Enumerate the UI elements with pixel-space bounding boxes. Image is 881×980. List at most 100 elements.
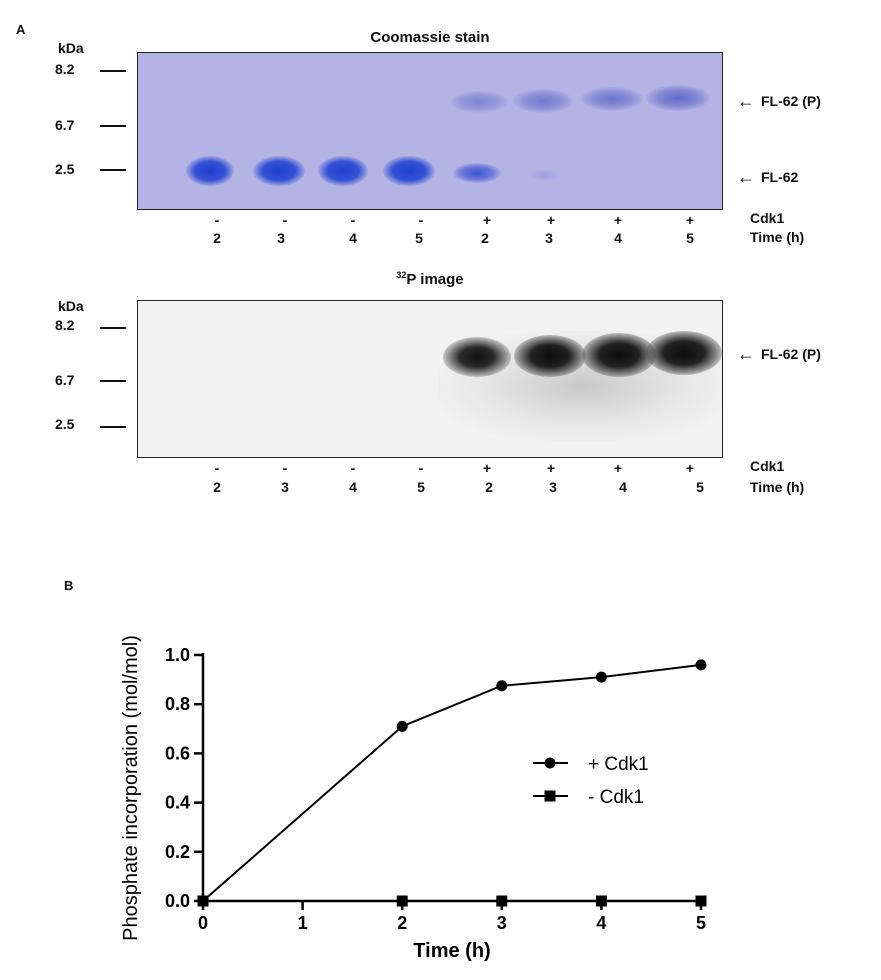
- x-tick-label: 0: [198, 913, 208, 933]
- gel1-label-fl62-p-text: FL-62 (P): [761, 93, 821, 109]
- data-point-square: [695, 895, 707, 907]
- gel2-lane-cdk1: +: [546, 460, 556, 476]
- p32-title-sup: 32: [396, 270, 407, 280]
- gel2-lane-cdk1: +: [685, 460, 695, 476]
- gel1-band-fl62-p: [581, 87, 643, 111]
- data-point-square: [496, 895, 508, 907]
- gel1-marker-tick: [100, 70, 126, 72]
- gel2-lane-cdk1: -: [214, 460, 220, 476]
- gel2-cdk1-row-label: Cdk1: [750, 458, 785, 474]
- gel1-lane-time: 2: [481, 230, 489, 246]
- gel1-lane-cdk1: -: [282, 212, 288, 228]
- gel2-label-fl62-p: ← FL-62 (P): [737, 345, 821, 363]
- gel2-band-fl62-p: [646, 331, 722, 375]
- gel1-band-fl62: [383, 156, 435, 186]
- data-point-circle: [595, 671, 607, 683]
- gel1-lane-time: 5: [415, 230, 423, 246]
- legend-marker-square: [544, 790, 556, 802]
- gel1-lane-time: 3: [277, 230, 285, 246]
- x-tick-label: 1: [298, 913, 308, 933]
- gel2-lane-cdk1: -: [350, 460, 356, 476]
- gel2-time-row-label: Time (h): [750, 479, 805, 495]
- x-tick-label: 2: [397, 913, 407, 933]
- p32-title: 32P image: [137, 270, 723, 288]
- gel2-marker-8.2: 8.2: [55, 317, 75, 333]
- x-tick-label: 4: [596, 913, 606, 933]
- gel2-lane-cdk1: -: [282, 460, 288, 476]
- gel2-lane-time: 4: [349, 479, 357, 495]
- x-axis-label: Time (h): [413, 940, 490, 962]
- gel1-band-fl62: [186, 156, 234, 186]
- gel2-lane-time: 3: [281, 479, 289, 495]
- gel1-band-fl62: [318, 156, 368, 186]
- legend-marker-circle: [544, 757, 556, 769]
- data-point-square: [197, 895, 209, 907]
- gel1-time-row-label: Time (h): [750, 229, 805, 245]
- gel1-lane-cdk1: -: [418, 212, 424, 228]
- gel1-lane-time: 3: [545, 230, 553, 246]
- series-line: [202, 663, 702, 902]
- gel1-band-fl62-p: [513, 89, 573, 113]
- gel1-lane-cdk1: -: [350, 212, 356, 228]
- p32-title-main: P image: [406, 271, 464, 288]
- gel2-lane-cdk1: +: [482, 460, 492, 476]
- data-point-circle: [496, 680, 508, 692]
- legend-label: - Cdk1: [588, 787, 644, 808]
- gel2-marker-6.7: 6.7: [55, 372, 75, 388]
- gel1-lane-cdk1: +: [546, 212, 556, 228]
- gel1-band-fl62-p: [450, 91, 508, 113]
- gel1-label-fl62: ← FL-62: [737, 168, 798, 186]
- gel2-lane-time: 4: [619, 479, 627, 495]
- gel1-band-fl62-p: [646, 85, 710, 111]
- gel2-lane-time: 2: [485, 479, 493, 495]
- gel1-lane-cdk1: +: [482, 212, 492, 228]
- gel1-lane-cdk1: +: [613, 212, 623, 228]
- gel2-band-fl62-p: [582, 333, 656, 377]
- gel1-band-fl62: [530, 169, 560, 181]
- data-point-square: [595, 895, 607, 907]
- gel1-label-fl62-text: FL-62: [761, 169, 799, 185]
- gel1-cdk1-row-label: Cdk1: [750, 210, 785, 226]
- gel1-lane-cdk1: +: [685, 212, 695, 228]
- gel2-marker-tick: [100, 380, 126, 382]
- phosphate-chart: 0.0 0.2 0.4 0.6 0.8 1.0 0 1 2 3 4 5 Time (h) Phosphat…: [120, 635, 707, 962]
- gel2-label-fl62-p-text: FL-62 (P): [761, 346, 821, 362]
- y-tick-label: 0.8: [165, 694, 190, 714]
- gel2-lane-time: 2: [213, 479, 221, 495]
- y-tick-label: 0.2: [165, 842, 190, 862]
- y-axis-label: Phosphate incorporation (mol/mol): [120, 635, 142, 941]
- gel2-marker-2.5: 2.5: [55, 416, 75, 432]
- panel-b-letter: B: [64, 578, 74, 593]
- coomassie-title: Coomassie stain: [370, 29, 490, 46]
- x-tick-label: 5: [696, 913, 706, 933]
- arrow-left-icon: ←: [737, 167, 755, 187]
- coomassie-gel: [137, 52, 723, 210]
- gel2-lane-cdk1: +: [613, 460, 623, 476]
- gel1-marker-8.2: 8.2: [55, 61, 75, 77]
- gel1-lane-time: 4: [349, 230, 357, 246]
- panel-a-letter: A: [16, 22, 26, 37]
- gel2-lane-time: 3: [549, 479, 557, 495]
- data-point-square: [396, 895, 408, 907]
- x-tick-label: 3: [497, 913, 507, 933]
- gel1-lane-cdk1: -: [214, 212, 220, 228]
- gel1-band-fl62: [253, 156, 305, 186]
- gel1-marker-6.7: 6.7: [55, 117, 75, 133]
- gel2-band-fl62-p: [443, 337, 511, 377]
- gel1-marker-2.5: 2.5: [55, 161, 75, 177]
- y-tick-label: 0.6: [165, 743, 190, 763]
- p32-gel: [137, 300, 723, 458]
- data-point-circle: [695, 659, 707, 671]
- gel1-kda-label: kDa: [58, 40, 84, 56]
- gel2-lane-cdk1: -: [418, 460, 424, 476]
- y-tick-label: 0.4: [165, 793, 190, 813]
- gel1-label-fl62-p: ← FL-62 (P): [737, 92, 821, 110]
- gel1-lane-time: 2: [213, 230, 221, 246]
- gel1-marker-tick: [100, 125, 126, 127]
- arrow-left-icon: ←: [737, 344, 755, 364]
- data-point-circle: [396, 720, 408, 732]
- y-tick-label: 1.0: [165, 645, 190, 665]
- y-tick-label: 0.0: [165, 891, 190, 911]
- gel2-kda-label: kDa: [58, 298, 84, 314]
- gel2-band-fl62-p: [514, 335, 586, 377]
